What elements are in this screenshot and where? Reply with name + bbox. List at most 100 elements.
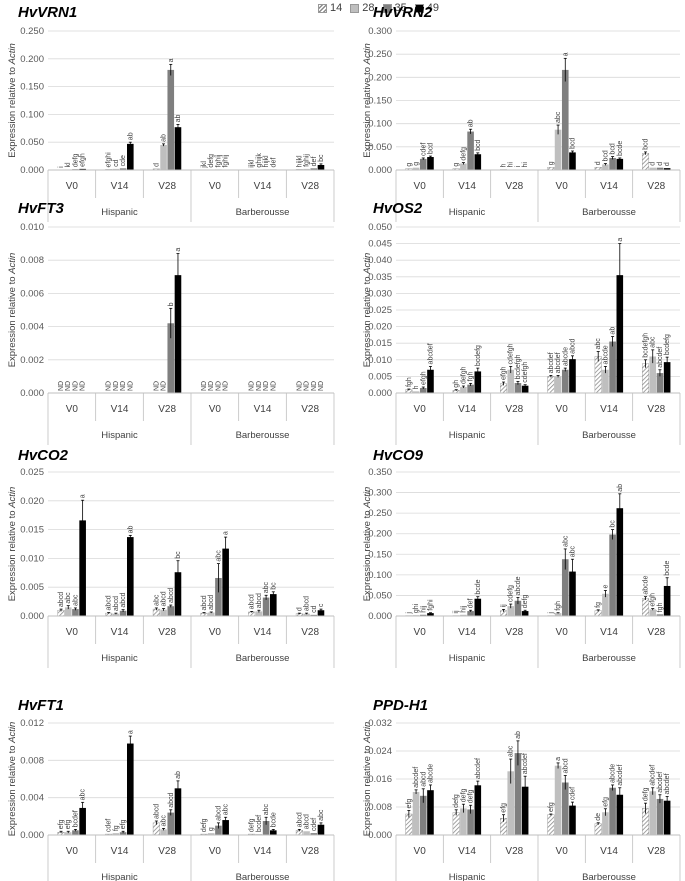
y-tick-label: 0.150	[368, 549, 392, 560]
y-tick-label: 0.006	[20, 288, 44, 299]
significance-label: abcd	[58, 592, 65, 607]
significance-label: i	[58, 166, 65, 168]
legend-swatch-black	[414, 3, 424, 13]
bar	[215, 577, 222, 616]
bar	[167, 69, 175, 170]
significance-label: d	[650, 162, 657, 166]
y-tick-label: 0.005	[368, 371, 392, 382]
x-tick-label: V28	[301, 627, 319, 638]
y-axis-label-italic: Actin	[7, 43, 18, 65]
significance-label: hijkl	[263, 155, 270, 168]
significance-label: bcd	[602, 150, 609, 161]
significance-label: ghi	[413, 603, 420, 613]
significance-label: fgh	[555, 601, 562, 611]
bar	[119, 610, 127, 616]
significance-label: bc	[318, 154, 325, 162]
significance-label: ND	[80, 381, 87, 391]
bar	[248, 611, 256, 617]
legend-label-49: 49	[426, 2, 439, 14]
bar	[255, 611, 263, 616]
y-tick-label: 0.008	[20, 255, 44, 266]
y-tick-label: 0.000	[368, 611, 392, 622]
significance-label: abcd	[201, 595, 208, 610]
group-label: Barberousse	[582, 653, 636, 664]
significance-label: abc	[555, 111, 562, 123]
significance-label: abcdef	[657, 772, 664, 793]
bar	[262, 597, 270, 616]
significance-label: fgh	[657, 603, 664, 613]
bar	[119, 832, 127, 835]
significance-label: bcde	[270, 812, 277, 827]
significance-label: abcd	[569, 339, 576, 354]
y-axis-label: Expression relative to Actin	[362, 722, 373, 837]
bar	[507, 369, 515, 393]
significance-label: abcdef	[413, 767, 420, 788]
chart-title: HvFT3	[18, 200, 65, 217]
significance-label: abcdef	[657, 347, 664, 368]
x-tick-label: V28	[505, 404, 523, 415]
bar	[569, 805, 576, 835]
chart-panel-hvft3: HvFT3 Expression relative to Actin 0.000 0.…	[7, 200, 335, 445]
significance-label: abcdef	[650, 765, 657, 786]
significance-label: abc	[161, 815, 168, 827]
significance-label: ND	[201, 381, 208, 391]
bar	[547, 376, 555, 394]
bar	[609, 534, 616, 616]
bar	[452, 812, 460, 836]
significance-label: ND	[270, 381, 277, 391]
bar	[649, 791, 657, 835]
significance-label: gh	[453, 380, 460, 388]
significance-label: abcdef	[555, 352, 562, 373]
significance-label: bcdefg	[664, 334, 671, 355]
significance-label: defg	[453, 794, 460, 808]
significance-label: ND	[223, 381, 230, 391]
x-tick-label: V28	[647, 627, 665, 638]
significance-label: bc	[175, 551, 182, 559]
significance-label: abc	[508, 745, 515, 757]
y-tick-label: 0.020	[368, 322, 392, 333]
significance-label: abcd	[106, 595, 113, 610]
y-tick-label: 0.100	[20, 109, 44, 120]
significance-label: bcd	[427, 143, 434, 154]
significance-label: bcdef	[72, 810, 79, 827]
bar	[467, 809, 474, 835]
significance-label: defgh	[460, 366, 467, 384]
significance-label: cd	[113, 159, 120, 167]
significance-label: cdef	[311, 818, 318, 831]
y-tick-label: 0.150	[368, 96, 392, 107]
significance-label: abcde	[643, 575, 650, 594]
significance-label: kl	[65, 162, 72, 168]
bar	[649, 167, 657, 170]
bar	[467, 611, 474, 616]
bar	[167, 606, 175, 616]
bar	[317, 824, 325, 835]
x-tick-label: V28	[158, 846, 176, 857]
y-tick-label: 0.000	[20, 611, 44, 622]
bar	[474, 154, 482, 170]
significance-label: efgh	[501, 366, 508, 380]
significance-label: abc	[318, 809, 325, 821]
significance-label: ND	[65, 381, 72, 391]
y-axis-label-italic: Actin	[7, 253, 18, 275]
significance-label: ab	[610, 327, 617, 335]
y-tick-label: 0.045	[368, 239, 392, 250]
significance-label: abc	[72, 594, 79, 606]
significance-label: ND	[256, 381, 263, 391]
bar	[663, 362, 671, 393]
y-tick-label: 0.250	[368, 508, 392, 519]
bar	[79, 168, 86, 170]
bar	[419, 795, 427, 835]
significance-label: ND	[72, 381, 79, 391]
x-tick-label: V14	[254, 846, 272, 857]
y-axis-label-italic: Actin	[362, 253, 373, 275]
group-label: Barberousse	[236, 207, 290, 218]
significance-label: ND	[304, 381, 311, 391]
bar	[270, 830, 277, 835]
x-tick-label: V28	[301, 846, 319, 857]
bar	[561, 782, 569, 835]
bar	[547, 814, 555, 836]
bar	[474, 371, 482, 393]
y-tick-label: 0.004	[20, 322, 44, 333]
